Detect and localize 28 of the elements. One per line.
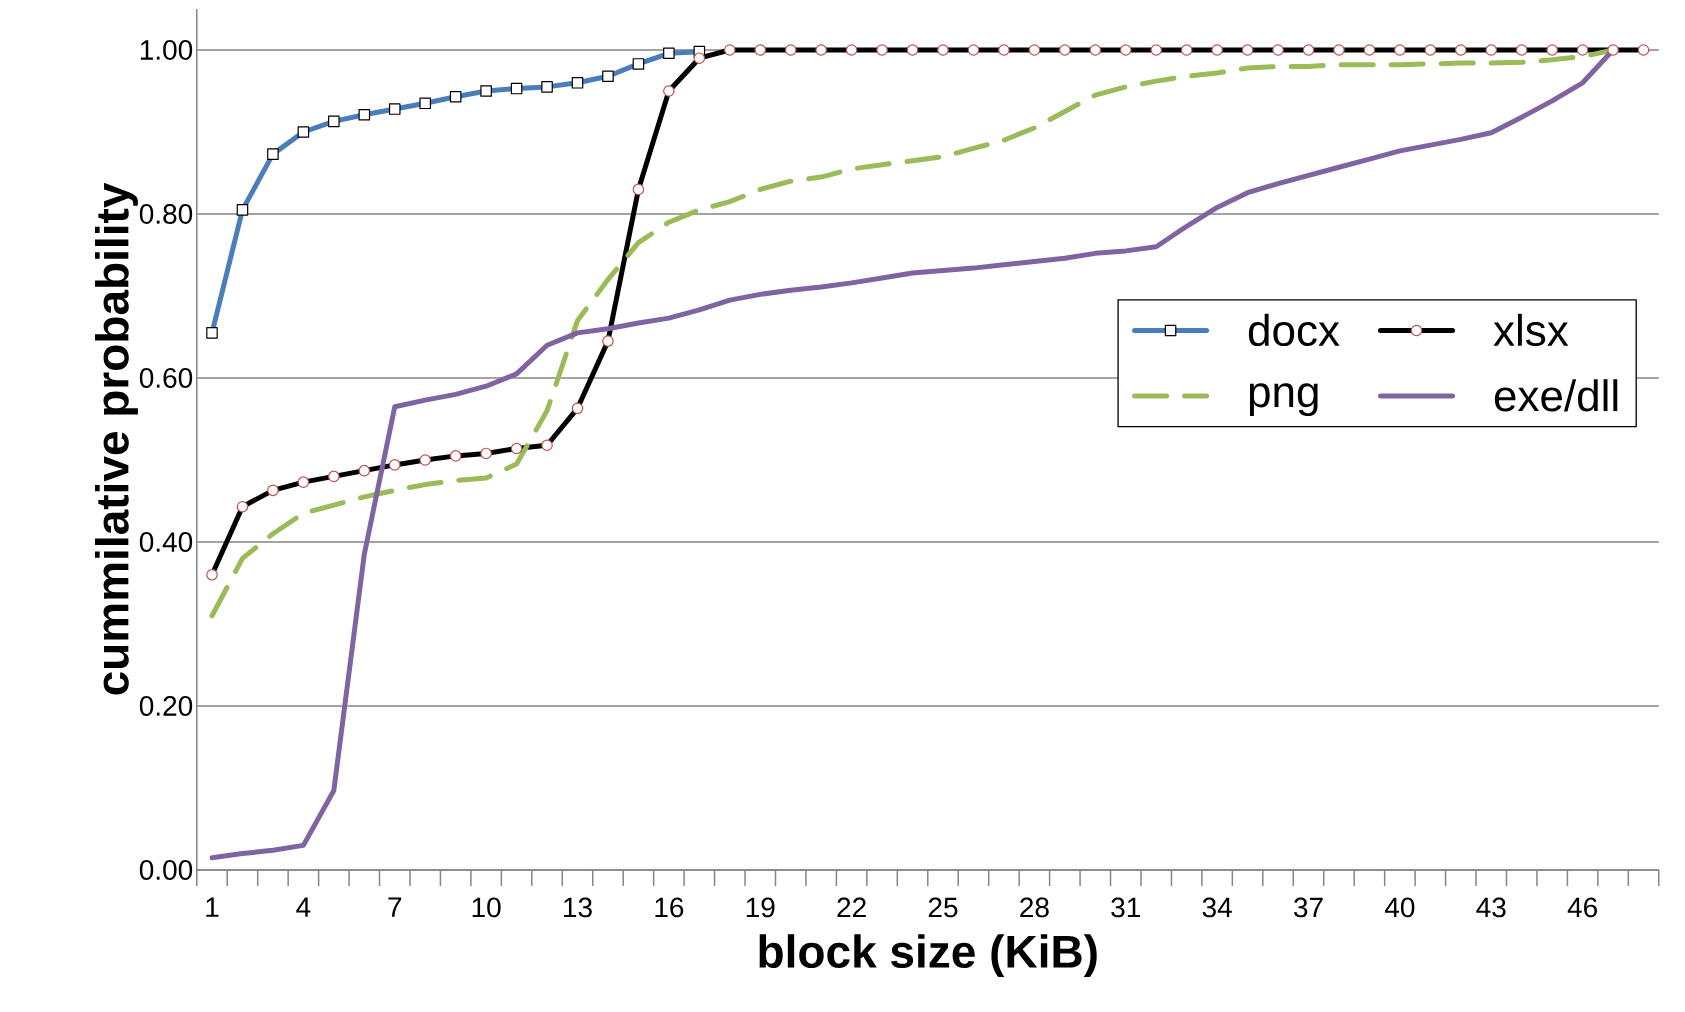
x-tick-label: 1 (206, 897, 219, 917)
x-tick-label: 16 (655, 897, 684, 918)
x-tick-label: 37 (1294, 897, 1323, 918)
legend-label: xlsx (1493, 313, 1569, 347)
x-tick-label: 28 (1020, 897, 1049, 918)
x-tick-label: 25 (928, 897, 958, 918)
x-tick-label: 43 (1476, 897, 1506, 918)
y-tick-label: 0.00 (139, 860, 193, 880)
x-tick-label: 22 (837, 897, 866, 918)
y-axis-title: cummilative probability (95, 182, 138, 695)
y-tick-label: 1.00 (140, 40, 193, 60)
x-tick-label: 40 (1384, 897, 1415, 918)
legend-label: docx (1248, 313, 1340, 347)
x-tick-label: 10 (472, 897, 501, 918)
y-tick-label: 0.60 (139, 368, 193, 388)
legend-label: exe/dll (1494, 379, 1618, 412)
y-tick-label: 0.20 (139, 696, 193, 716)
x-tick-label: 13 (564, 897, 592, 918)
x-tick-label: 7 (388, 897, 402, 917)
y-tick-label: 0.40 (139, 532, 193, 552)
x-tick-label: 46 (1567, 897, 1597, 918)
y-tick-label: 0.80 (139, 204, 193, 224)
x-tick-label: 31 (1111, 897, 1140, 918)
legend-label: png (1249, 383, 1318, 417)
x-tick-label: 4 (296, 897, 311, 917)
x-axis-title: block size (KiB) (759, 934, 1097, 978)
x-tick-label: 19 (746, 897, 775, 918)
x-tick-label: 34 (1202, 897, 1232, 918)
